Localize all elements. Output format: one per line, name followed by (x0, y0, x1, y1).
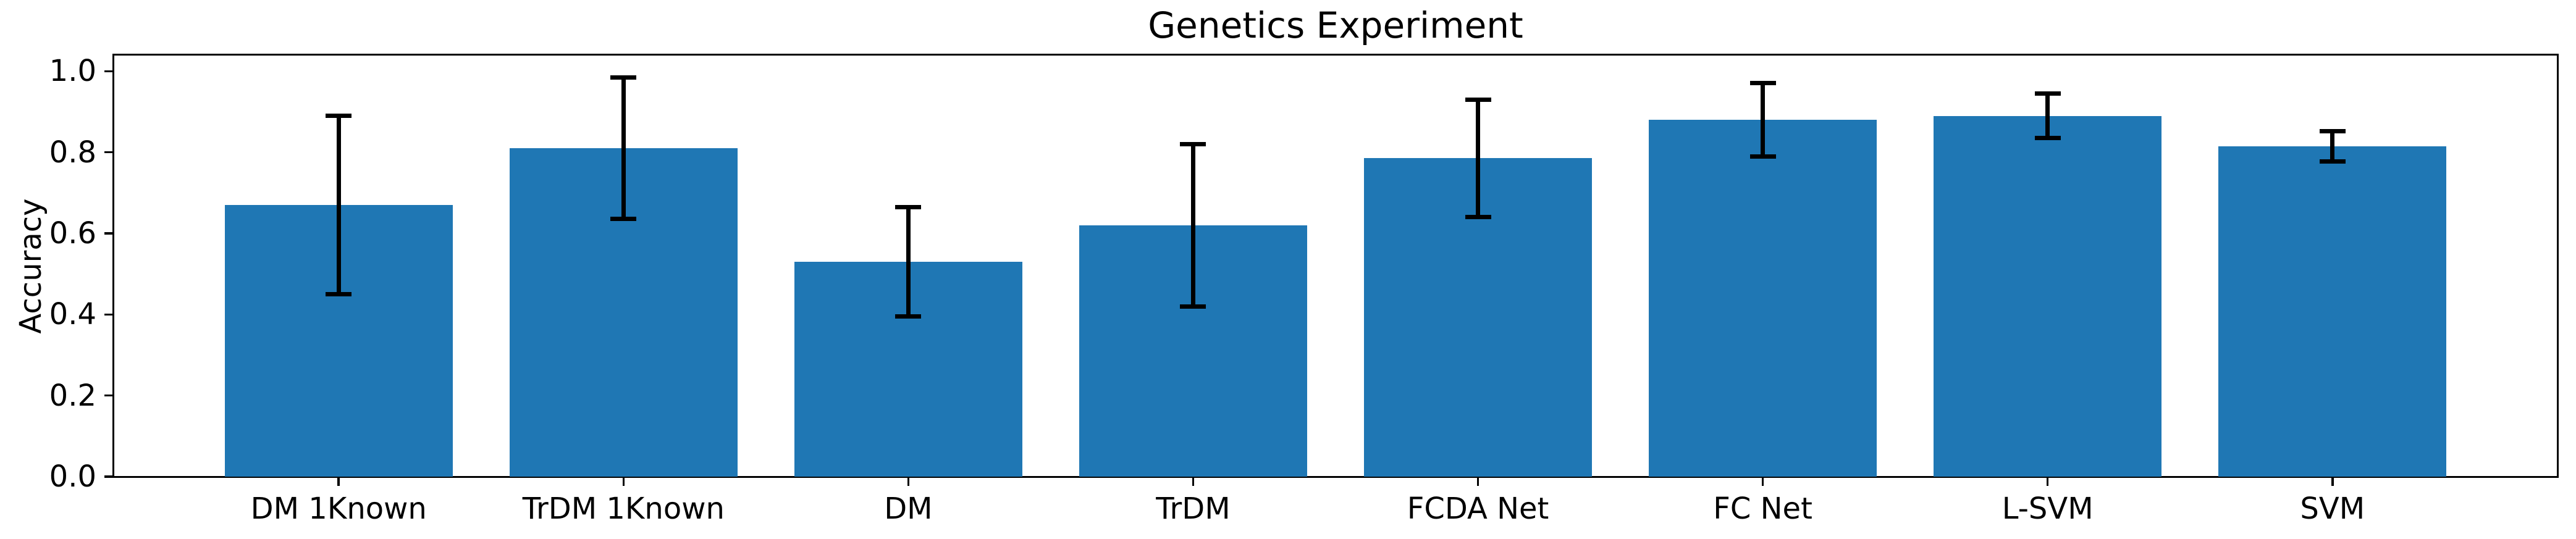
y-tick-mark (104, 394, 112, 397)
error-cap-top-l-svm (2034, 91, 2061, 96)
x-tick-label-trdm: TrDM (1156, 491, 1231, 526)
error-bar-svm (2330, 131, 2335, 162)
error-cap-top-dm (895, 204, 922, 209)
x-tick-label-dm-1known: DM 1Known (250, 491, 427, 526)
error-cap-top-fc-net (1749, 81, 1776, 86)
error-cap-top-fcda-net (1465, 97, 1491, 102)
error-bar-fcda-net (1476, 99, 1481, 217)
y-tick-mark (104, 313, 112, 316)
x-tick-mark (1192, 478, 1195, 486)
error-bar-trdm (1190, 144, 1195, 307)
x-tick-mark (2331, 478, 2334, 486)
y-tick-mark (104, 232, 112, 235)
bar-fc-net (1649, 120, 1877, 477)
y-tick-label: 0.0 (49, 459, 96, 494)
x-tick-label-dm: DM (884, 491, 933, 526)
x-tick-label-l-svm: L-SVM (2001, 491, 2094, 526)
y-tick-mark (104, 151, 112, 154)
error-cap-bottom-dm (895, 314, 922, 319)
error-cap-bottom-svm (2319, 159, 2346, 164)
x-tick-label-svm: SVM (2300, 491, 2365, 526)
error-cap-bottom-trdm-1known (610, 217, 637, 222)
error-bar-fc-net (1761, 83, 1766, 157)
error-cap-bottom-fc-net (1749, 154, 1776, 159)
error-cap-bottom-dm-1known (326, 291, 352, 296)
error-cap-bottom-fcda-net (1465, 215, 1491, 220)
error-cap-top-svm (2319, 128, 2346, 133)
x-tick-label-fc-net: FC Net (1713, 491, 1812, 526)
x-tick-mark (1476, 478, 1480, 486)
y-tick-label: 0.4 (49, 297, 96, 332)
y-tick-label: 1.0 (49, 54, 96, 89)
bar-l-svm (1934, 115, 2162, 477)
y-tick-label: 0.2 (49, 378, 96, 413)
error-cap-top-trdm-1known (610, 75, 637, 80)
y-tick-label: 0.6 (49, 215, 96, 251)
y-tick-mark (104, 70, 112, 73)
x-tick-label-fcda-net: FCDA Net (1407, 491, 1549, 526)
y-tick-label: 0.8 (49, 135, 96, 170)
y-tick-mark (104, 475, 112, 478)
error-cap-bottom-l-svm (2034, 136, 2061, 141)
x-tick-mark (337, 478, 340, 486)
y-axis-label: Accuracy (14, 198, 48, 334)
chart-title: Genetics Experiment (1148, 4, 1523, 46)
error-bar-l-svm (2045, 93, 2050, 138)
error-bar-trdm-1known (621, 77, 626, 219)
x-tick-mark (1761, 478, 1764, 486)
error-cap-bottom-trdm (1180, 304, 1206, 309)
error-bar-dm-1known (336, 115, 341, 295)
error-cap-top-dm-1known (326, 114, 352, 118)
x-tick-mark (907, 478, 910, 486)
plot-area (112, 54, 2559, 478)
x-tick-label-trdm-1known: TrDM 1Known (522, 491, 725, 526)
x-tick-mark (622, 478, 625, 486)
error-cap-top-trdm (1180, 141, 1206, 146)
x-tick-mark (2046, 478, 2049, 486)
error-bar-dm (906, 207, 911, 317)
bar-svm (2218, 146, 2447, 477)
